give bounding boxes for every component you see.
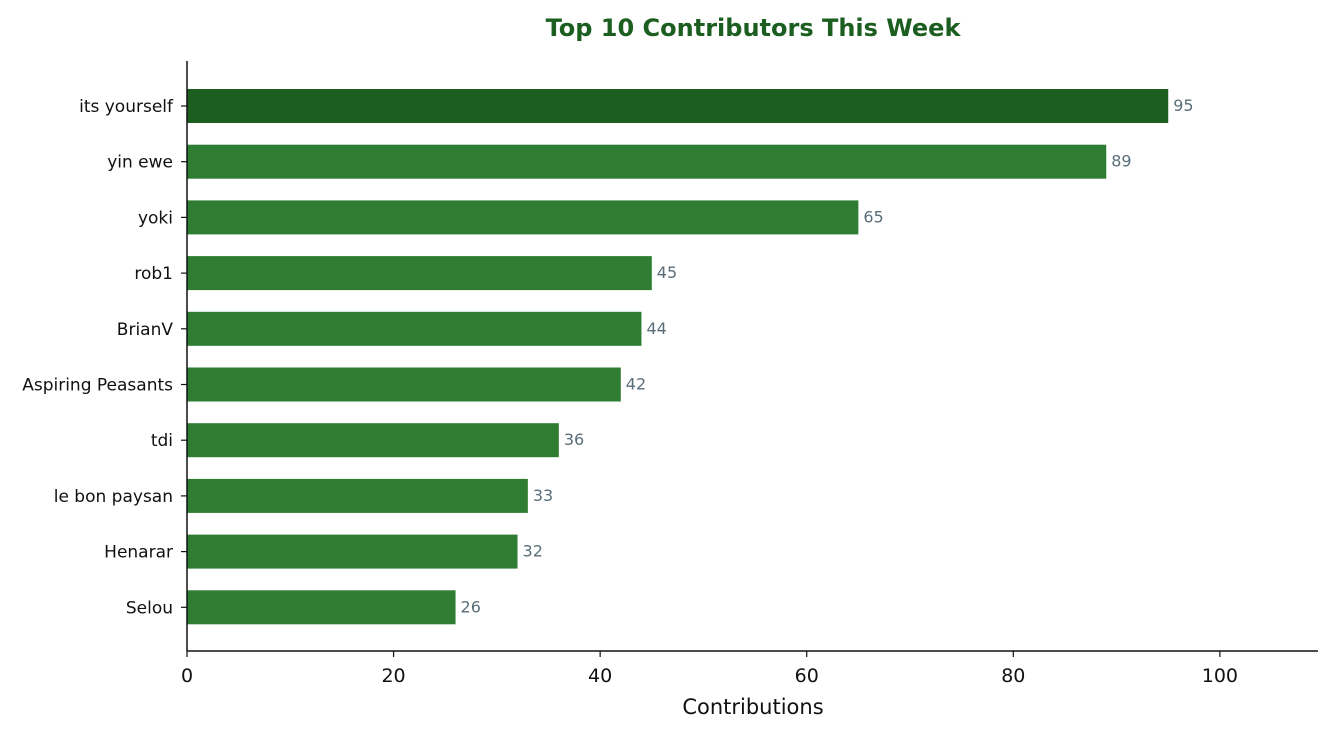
y-axis: its yourself yin ewe yoki rob1 BrianV Aspirin… <box>22 61 188 651</box>
value-label: 89 <box>1111 152 1131 171</box>
chart-title: Top 10 Contributors This Week <box>546 14 962 42</box>
x-tick-label: 0 <box>181 665 193 687</box>
category-label: le bon paysan <box>54 487 173 507</box>
category-label: yoki <box>138 208 173 228</box>
bar <box>187 311 642 346</box>
category-label: Aspiring Peasants <box>22 376 173 396</box>
value-label: 36 <box>564 430 584 449</box>
x-tick-label: 60 <box>795 665 819 687</box>
value-label: 95 <box>1173 96 1193 115</box>
bar <box>187 478 528 513</box>
bar <box>187 367 621 402</box>
x-axis: 0 20 40 60 80 100 <box>181 650 1318 687</box>
category-label: yin ewe <box>107 153 173 173</box>
category-label: Henarar <box>104 543 173 563</box>
category-label: Selou <box>126 598 173 618</box>
x-tick-label: 40 <box>588 665 612 687</box>
bars-group: 95 89 65 45 44 42 36 33 32 26 <box>187 89 1194 625</box>
bar <box>187 89 1169 123</box>
value-label: 26 <box>461 597 481 616</box>
bar <box>187 144 1107 179</box>
category-label: tdi <box>151 431 173 451</box>
value-label: 65 <box>863 207 883 226</box>
bar <box>187 423 559 458</box>
x-tick-label: 100 <box>1202 665 1238 687</box>
category-label: BrianV <box>117 320 174 340</box>
value-label: 32 <box>523 542 543 561</box>
category-label: rob1 <box>134 264 173 284</box>
x-tick-label: 20 <box>381 665 405 687</box>
bar <box>187 590 456 625</box>
bar <box>187 200 859 235</box>
category-label: its yourself <box>79 97 174 117</box>
value-label: 45 <box>657 263 677 282</box>
x-tick-label: 80 <box>1001 665 1025 687</box>
x-axis-title: Contributions <box>682 695 823 719</box>
value-label: 42 <box>626 375 646 394</box>
bar <box>187 534 518 569</box>
value-label: 33 <box>533 486 553 505</box>
value-label: 44 <box>646 319 666 338</box>
bar <box>187 256 652 291</box>
